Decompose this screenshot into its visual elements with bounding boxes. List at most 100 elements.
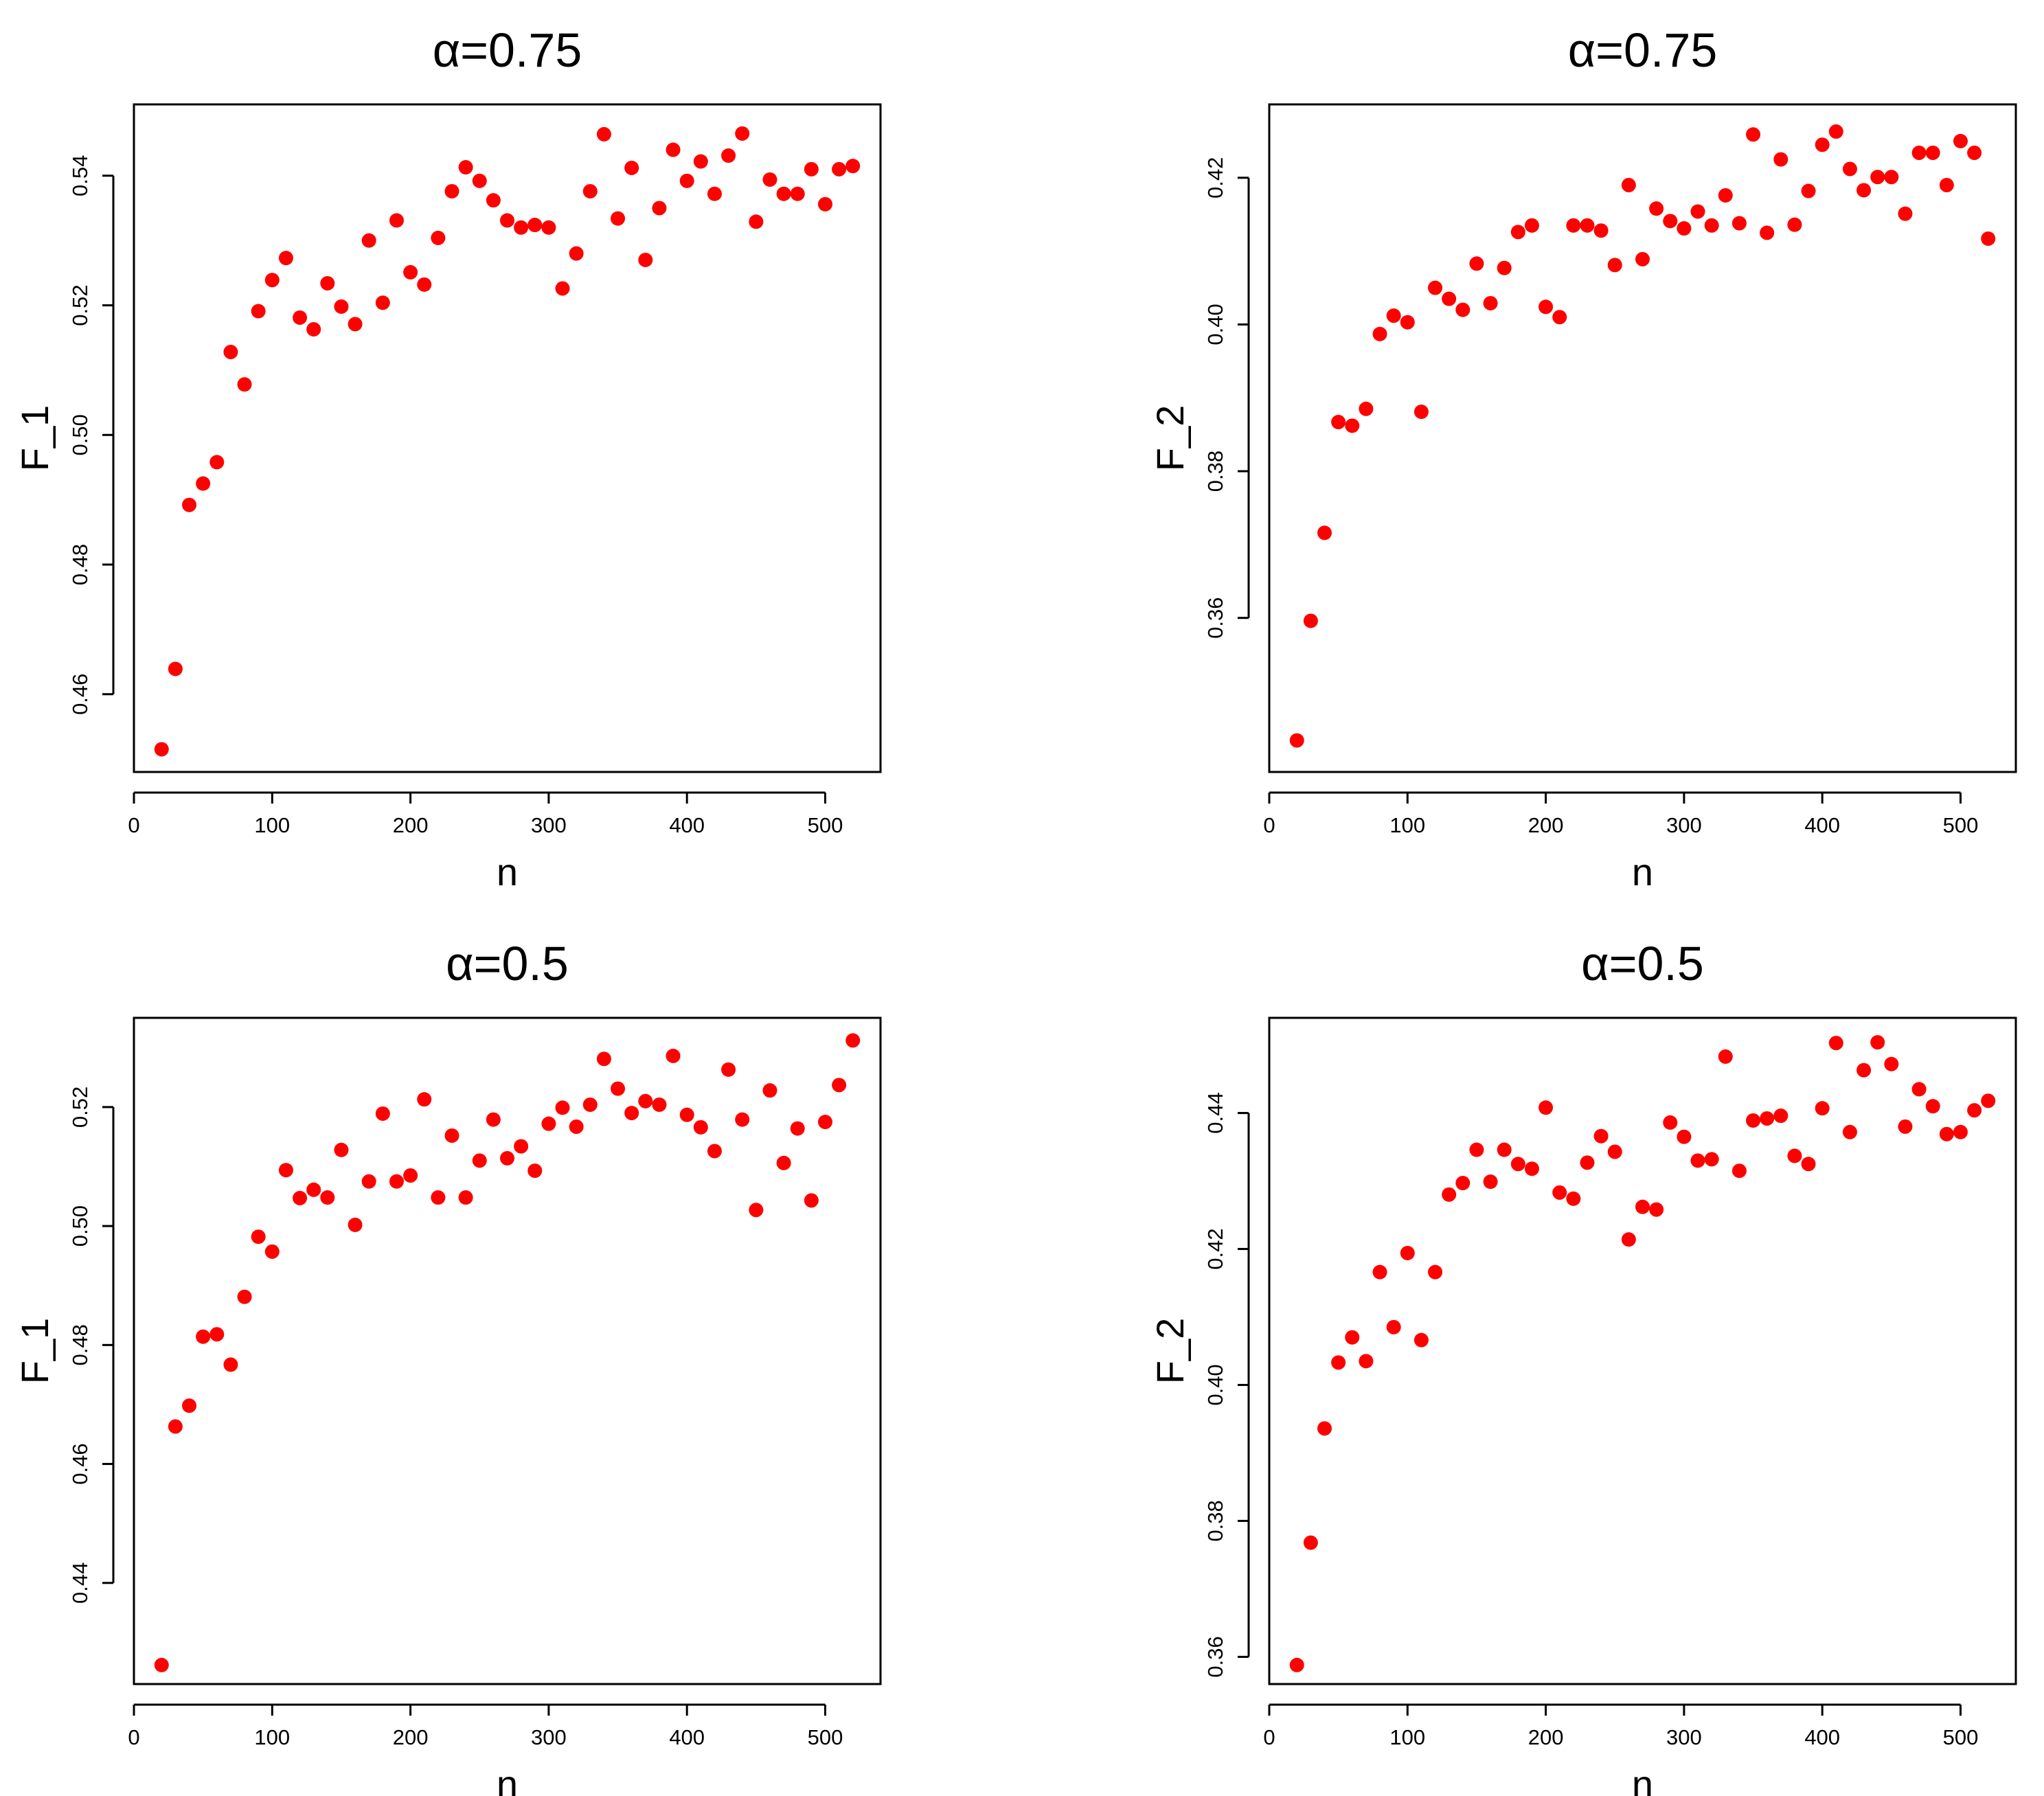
panel-title: α=0.5 xyxy=(446,937,569,990)
scatter-panel-bottom-right: α=0.5 n F_2 0 100 200 300 400 500 0.36 0.38 0.40… xyxy=(1148,937,2017,1796)
data-point xyxy=(1856,183,1872,198)
x-tick-label: 200 xyxy=(1528,1725,1564,1749)
data-point xyxy=(638,252,653,267)
data-point xyxy=(707,186,722,201)
data-point xyxy=(1483,1174,1498,1190)
data-point xyxy=(1580,1155,1595,1170)
data-point xyxy=(1621,1232,1636,1247)
data-point xyxy=(1828,1036,1843,1051)
data-point xyxy=(1331,1355,1346,1370)
data-point xyxy=(790,1121,805,1136)
data-point xyxy=(1413,405,1429,420)
data-point xyxy=(1828,124,1843,139)
data-point xyxy=(320,1190,335,1205)
data-point xyxy=(1289,1657,1304,1672)
data-point xyxy=(1331,415,1346,430)
data-point xyxy=(1359,401,1374,416)
data-point xyxy=(1580,218,1595,233)
data-point xyxy=(361,233,376,248)
data-point xyxy=(693,154,708,169)
data-point xyxy=(1939,1126,1954,1141)
y-tick-label: 0.42 xyxy=(1203,157,1227,198)
data-point xyxy=(431,1190,446,1205)
data-point xyxy=(611,1081,626,1096)
data-point xyxy=(278,1163,293,1178)
data-point xyxy=(1704,218,1719,233)
data-point xyxy=(1898,206,1913,221)
y-axis-label: F_1 xyxy=(13,405,56,472)
data-point xyxy=(154,1657,169,1672)
x-tick-label: 200 xyxy=(393,813,429,837)
data-point xyxy=(1428,280,1443,295)
data-point xyxy=(1787,1148,1802,1163)
x-tick-label: 0 xyxy=(1263,1725,1275,1749)
data-point xyxy=(1483,295,1498,310)
data-point xyxy=(1967,145,1982,160)
data-point xyxy=(1760,1111,1775,1126)
data-point xyxy=(817,196,832,212)
data-point xyxy=(514,1139,529,1154)
y-axis-label: F_2 xyxy=(1148,1318,1192,1385)
data-point xyxy=(1372,326,1387,341)
data-point xyxy=(168,1419,183,1434)
data-point xyxy=(1939,177,1954,192)
data-point xyxy=(223,1357,238,1372)
data-point xyxy=(389,213,404,228)
data-point xyxy=(555,1100,570,1115)
data-point xyxy=(1621,177,1636,192)
data-point xyxy=(527,1163,543,1179)
data-point xyxy=(154,742,169,757)
data-point xyxy=(693,1119,708,1135)
data-point xyxy=(1690,1153,1705,1168)
data-point xyxy=(334,1142,349,1157)
data-point xyxy=(209,455,225,470)
data-point xyxy=(1469,256,1484,271)
x-tick-label: 100 xyxy=(1389,1725,1425,1749)
data-point xyxy=(1345,418,1360,433)
x-tick-label: 300 xyxy=(531,1725,567,1749)
data-point xyxy=(1552,310,1567,325)
scatter-panel-top-left: α=0.75 n F_1 0 100 200 300 400 500 0.46 0.48 0.5… xyxy=(13,23,882,894)
data-point xyxy=(707,1144,722,1159)
data-point xyxy=(1773,1109,1788,1124)
data-point xyxy=(264,1244,280,1259)
data-point xyxy=(168,661,183,677)
data-point xyxy=(389,1174,404,1189)
data-point xyxy=(1677,1129,1692,1144)
data-point xyxy=(1524,1161,1539,1177)
data-point xyxy=(1704,1152,1719,1167)
plot-frame xyxy=(1268,103,2017,773)
data-point xyxy=(721,1062,736,1077)
data-point xyxy=(1566,1191,1581,1206)
data-point xyxy=(1884,1056,1899,1071)
data-point xyxy=(1690,204,1705,219)
y-tick-label: 0.50 xyxy=(68,1205,92,1247)
data-point xyxy=(1801,1157,1816,1172)
data-point xyxy=(1649,1202,1664,1217)
data-point xyxy=(1607,1144,1622,1159)
data-point xyxy=(1593,1128,1609,1144)
x-tick-label: 400 xyxy=(1804,813,1840,837)
data-point xyxy=(596,1052,611,1067)
data-point xyxy=(472,173,487,188)
data-point xyxy=(1773,152,1788,167)
data-point xyxy=(1842,1124,1857,1139)
data-point xyxy=(472,1153,487,1168)
y-tick-label: 0.38 xyxy=(1203,1500,1227,1541)
data-point xyxy=(264,273,280,288)
data-point xyxy=(1925,145,1940,160)
data-point xyxy=(237,377,252,392)
data-point xyxy=(845,159,861,174)
data-point xyxy=(762,172,777,187)
x-tick-label: 400 xyxy=(669,1725,705,1749)
data-point xyxy=(845,1033,861,1048)
scatter-panel-bottom-left: α=0.5 n F_1 0 100 200 300 400 500 0.44 0.46 0.48… xyxy=(13,937,882,1796)
x-tick-label: 300 xyxy=(1666,1725,1702,1749)
y-tick-label: 0.46 xyxy=(68,1443,92,1484)
data-point xyxy=(237,1289,252,1304)
x-tick-label: 400 xyxy=(669,813,705,837)
data-point xyxy=(1801,183,1816,198)
data-point xyxy=(196,476,211,491)
